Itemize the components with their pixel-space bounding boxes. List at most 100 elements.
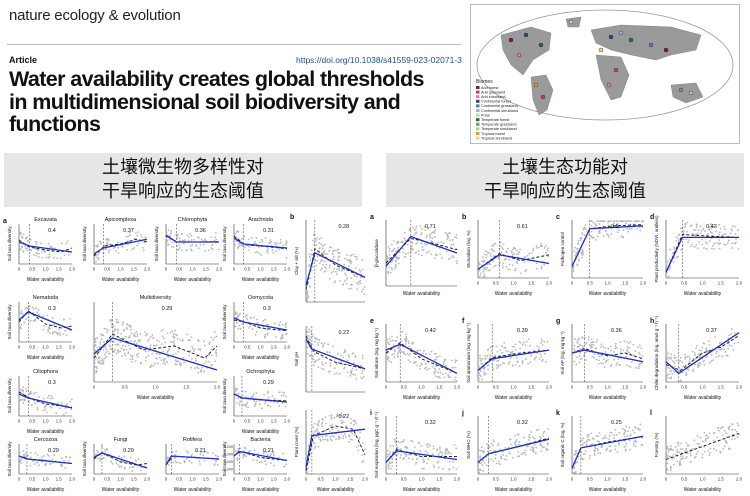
data-point xyxy=(342,435,345,438)
data-point xyxy=(392,451,394,454)
data-point xyxy=(513,269,516,272)
data-point xyxy=(386,449,389,452)
data-point xyxy=(269,239,271,242)
data-point xyxy=(120,347,123,350)
data-point xyxy=(407,342,410,345)
data-point xyxy=(253,242,255,245)
data-point xyxy=(267,404,269,406)
data-point xyxy=(630,227,633,230)
data-point xyxy=(631,360,633,363)
data-point xyxy=(514,348,517,351)
data-point xyxy=(160,343,163,346)
data-point xyxy=(521,360,524,363)
data-point xyxy=(588,439,591,441)
data-point xyxy=(23,399,26,402)
data-point xyxy=(388,337,391,340)
data-point xyxy=(598,355,601,358)
data-point xyxy=(244,390,247,393)
data-point xyxy=(503,341,506,344)
panel-letter: l xyxy=(650,410,652,417)
data-point xyxy=(705,434,707,437)
data-point xyxy=(711,225,714,228)
data-point xyxy=(309,341,312,344)
data-point xyxy=(322,363,324,366)
data-point xyxy=(533,358,536,361)
data-point xyxy=(55,412,58,415)
threshold-value-label: 0.36 xyxy=(195,228,206,234)
data-point xyxy=(400,241,402,244)
data-point xyxy=(21,398,24,401)
data-point xyxy=(518,341,521,343)
data-point xyxy=(340,360,343,363)
data-point xyxy=(715,350,718,353)
data-point xyxy=(194,367,197,370)
data-point xyxy=(576,264,579,267)
data-point xyxy=(618,220,621,223)
data-point xyxy=(99,459,101,462)
data-point xyxy=(67,460,70,462)
x-tick-label: 1.5 xyxy=(622,385,629,390)
data-point xyxy=(728,425,731,428)
data-point xyxy=(316,259,319,262)
data-point xyxy=(540,356,543,358)
scatter-points xyxy=(305,412,366,474)
data-point xyxy=(453,443,456,446)
data-point xyxy=(525,340,528,343)
data-point xyxy=(721,234,724,237)
data-point xyxy=(494,453,497,456)
data-point xyxy=(255,237,258,240)
doi-link[interactable]: https://doi.org/10.1038/s41559-023-02071… xyxy=(296,55,462,65)
data-point xyxy=(575,363,578,366)
data-point xyxy=(406,352,409,355)
x-tick-label: 1.5 xyxy=(183,385,190,390)
data-point xyxy=(315,239,317,242)
data-point xyxy=(685,238,688,241)
data-point xyxy=(639,423,642,426)
data-point xyxy=(172,333,175,335)
data-point xyxy=(234,311,237,314)
data-point xyxy=(426,368,428,371)
data-point xyxy=(314,336,317,339)
data-point xyxy=(684,457,687,460)
data-point xyxy=(528,433,531,436)
data-point xyxy=(605,233,608,236)
data-point xyxy=(669,467,672,470)
data-point xyxy=(714,336,716,338)
data-point xyxy=(684,223,686,226)
data-point xyxy=(495,462,498,465)
data-point xyxy=(233,231,235,234)
data-point xyxy=(523,451,526,454)
data-point xyxy=(125,348,128,351)
data-point xyxy=(670,448,673,451)
data-point xyxy=(407,340,410,343)
data-point xyxy=(699,225,702,228)
map-legend-swatch xyxy=(476,90,480,94)
data-point xyxy=(481,256,484,259)
data-point xyxy=(19,233,22,236)
data-point xyxy=(571,456,574,459)
data-point xyxy=(603,366,606,369)
data-point xyxy=(397,347,400,350)
data-point xyxy=(19,327,22,330)
data-point xyxy=(497,442,500,445)
data-point xyxy=(495,364,498,366)
x-axis-label: Water availability xyxy=(684,291,722,297)
data-point xyxy=(451,359,453,362)
data-point xyxy=(127,240,130,243)
data-point xyxy=(44,408,47,411)
data-point xyxy=(105,238,108,241)
data-point xyxy=(115,321,118,323)
data-point xyxy=(93,453,96,455)
data-point xyxy=(166,332,169,335)
data-point xyxy=(694,455,697,458)
data-point xyxy=(158,356,161,359)
data-point xyxy=(414,232,417,235)
data-point xyxy=(616,451,619,454)
data-point xyxy=(602,362,605,365)
data-point xyxy=(273,464,276,467)
data-point xyxy=(320,423,323,425)
data-point xyxy=(134,232,137,235)
data-point xyxy=(446,238,449,240)
data-point xyxy=(454,376,457,379)
